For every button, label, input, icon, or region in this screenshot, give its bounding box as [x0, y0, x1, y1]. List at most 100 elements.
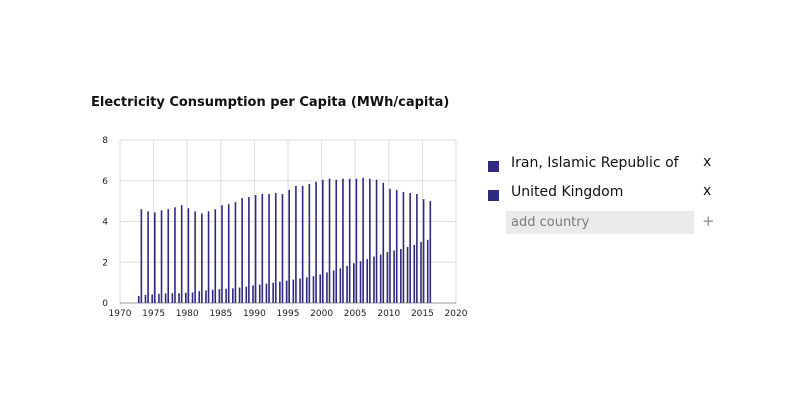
- bar-united-kingdom-2005: [355, 178, 358, 303]
- bar-iran-islamic-republic-of-1975: [151, 294, 153, 303]
- bar-united-kingdom-1998: [308, 183, 311, 303]
- bar-iran-islamic-republic-of-2010: [386, 252, 389, 303]
- bar-iran-islamic-republic-of-1999: [312, 276, 315, 303]
- x-tick-label-1970: 1970: [109, 309, 132, 319]
- bar-iran-islamic-republic-of-2012: [400, 249, 402, 303]
- legend-label-united-kingdom: United Kingdom: [511, 184, 624, 200]
- bar-iran-islamic-republic-of-2016: [426, 239, 429, 303]
- bar-iran-islamic-republic-of-1985: [218, 289, 221, 303]
- bar-united-kingdom-2015: [422, 199, 425, 303]
- x-tick-label-1995: 1995: [277, 309, 300, 319]
- bar-iran-islamic-republic-of-2002: [332, 270, 335, 303]
- bar-iran-islamic-republic-of-1991: [258, 284, 261, 303]
- bar-united-kingdom-1992: [268, 193, 270, 303]
- bar-iran-islamic-republic-of-1989: [245, 286, 248, 303]
- bar-iran-islamic-republic-of-1976: [158, 293, 160, 303]
- bar-united-kingdom-2010: [389, 188, 391, 303]
- x-tick-label-2020: 2020: [445, 309, 468, 319]
- bar-iran-islamic-republic-of-1995: [285, 280, 288, 303]
- legend-item-iran: Iran, Islamic Republic of x: [486, 152, 726, 181]
- y-tick-label-6: 6: [102, 177, 108, 187]
- bar-iran-islamic-republic-of-2008: [373, 256, 375, 303]
- bar-united-kingdom-1996: [295, 185, 297, 303]
- bar-united-kingdom-1991: [261, 193, 264, 303]
- bar-united-kingdom-2004: [348, 178, 351, 303]
- bar-united-kingdom-1979: [180, 205, 183, 303]
- bar-iran-islamic-republic-of-1992: [265, 283, 268, 303]
- bar-iran-islamic-republic-of-2007: [366, 259, 369, 303]
- y-tick-label-0: 0: [102, 299, 108, 309]
- bar-united-kingdom-1987: [234, 202, 237, 303]
- bar-iran-islamic-republic-of-2014: [413, 244, 416, 303]
- bar-united-kingdom-2007: [369, 178, 371, 303]
- bar-united-kingdom-1983: [207, 211, 210, 303]
- bar-united-kingdom-2009: [382, 182, 385, 303]
- bar-united-kingdom-1995: [288, 189, 290, 303]
- bar-united-kingdom-2002: [335, 179, 338, 303]
- bar-iran-islamic-republic-of-1978: [171, 293, 174, 303]
- bar-united-kingdom-2000: [322, 179, 324, 303]
- bar-iran-islamic-republic-of-1993: [272, 282, 274, 303]
- chart-title: Electricity Consumption per Capita (MWh/…: [91, 95, 450, 110]
- bar-united-kingdom-1993: [274, 192, 277, 303]
- legend-panel: Iran, Islamic Republic of x United Kingd…: [486, 152, 726, 234]
- bar-iran-islamic-republic-of-1984: [211, 289, 214, 303]
- bar-iran-islamic-republic-of-1983: [205, 290, 207, 303]
- bar-united-kingdom-1997: [301, 185, 304, 303]
- bar-united-kingdom-1986: [227, 204, 230, 303]
- bar-iran-islamic-republic-of-2015: [420, 241, 422, 303]
- legend-item-united-kingdom: United Kingdom x: [486, 181, 726, 210]
- bar-iran-islamic-republic-of-1990: [252, 285, 254, 303]
- bar-united-kingdom-1985: [221, 205, 223, 303]
- bar-iran-islamic-republic-of-1974: [144, 294, 147, 303]
- bar-iran-islamic-republic-of-1979: [178, 293, 180, 303]
- bar-united-kingdom-1988: [241, 198, 243, 303]
- bar-iran-islamic-republic-of-2013: [406, 246, 409, 303]
- bar-united-kingdom-1989: [248, 197, 250, 303]
- x-tick-label-1985: 1985: [209, 309, 232, 319]
- bar-united-kingdom-1984: [214, 209, 217, 303]
- bar-united-kingdom-2013: [409, 192, 411, 303]
- legend-label-iran: Iran, Islamic Republic of: [511, 155, 679, 171]
- bar-united-kingdom-2008: [375, 179, 378, 303]
- bar-iran-islamic-republic-of-1996: [292, 279, 295, 303]
- bar-iran-islamic-republic-of-2011: [393, 250, 395, 303]
- bar-united-kingdom-1977: [167, 209, 170, 303]
- bar-iran-islamic-republic-of-2000: [319, 274, 321, 303]
- bar-iran-islamic-republic-of-1994: [279, 281, 281, 303]
- x-tick-label-1975: 1975: [142, 309, 165, 319]
- bar-iran-islamic-republic-of-2006: [359, 261, 362, 303]
- bar-iran-islamic-republic-of-1987: [232, 288, 234, 303]
- bar-united-kingdom-1980: [187, 208, 190, 303]
- bar-iran-islamic-republic-of-1973: [137, 295, 140, 303]
- x-tick-label-1980: 1980: [176, 309, 199, 319]
- bar-united-kingdom-2012: [402, 191, 405, 303]
- x-tick-label-2005: 2005: [344, 309, 367, 319]
- bar-united-kingdom-2014: [416, 193, 418, 303]
- x-tick-label-1990: 1990: [243, 309, 266, 319]
- bar-united-kingdom-1981: [194, 211, 196, 303]
- bar-united-kingdom-1978: [174, 207, 176, 303]
- bar-united-kingdom-1990: [254, 195, 257, 303]
- x-tick-label-2015: 2015: [411, 309, 434, 319]
- bar-united-kingdom-1999: [315, 181, 317, 303]
- bar-united-kingdom-2011: [395, 189, 398, 303]
- legend-swatch-united-kingdom: [488, 190, 499, 201]
- bar-united-kingdom-1973: [140, 209, 143, 303]
- remove-iran-button[interactable]: x: [703, 154, 712, 170]
- bar-iran-islamic-republic-of-2009: [379, 254, 382, 303]
- x-tick-label-2000: 2000: [310, 309, 333, 319]
- bar-iran-islamic-republic-of-1986: [225, 288, 227, 303]
- add-country-input[interactable]: [506, 211, 694, 234]
- bar-iran-islamic-republic-of-1977: [164, 293, 167, 303]
- bar-united-kingdom-2003: [342, 178, 344, 303]
- bar-united-kingdom-1974: [147, 211, 149, 303]
- bar-iran-islamic-republic-of-1982: [198, 291, 201, 303]
- bar-united-kingdom-2016: [429, 201, 432, 303]
- add-country-button[interactable]: +: [702, 212, 715, 230]
- y-tick-label-8: 8: [102, 136, 108, 146]
- remove-united-kingdom-button[interactable]: x: [703, 183, 712, 199]
- y-tick-label-4: 4: [102, 218, 108, 228]
- bar-iran-islamic-republic-of-1997: [299, 278, 301, 303]
